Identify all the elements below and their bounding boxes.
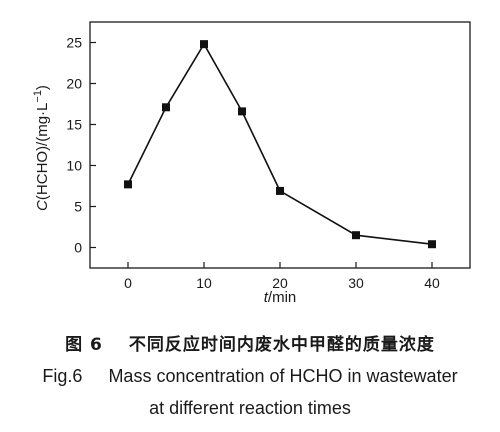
data-point [352, 231, 360, 240]
x-axis-ticks: 0 10 20 30 40 [124, 262, 440, 291]
y-tick-label: 0 [74, 240, 82, 256]
caption-english-line2: at different reaction times [149, 398, 351, 418]
y-tick-label: 10 [66, 158, 82, 174]
caption-english-number: Fig.6 [42, 366, 83, 386]
x-axis-label: t/min [264, 289, 297, 306]
series-line [127, 42, 433, 245]
caption-chinese-text: 不同反应时间内废水中甲醛的质量浓度 [128, 335, 435, 355]
x-tick-label: 40 [424, 275, 440, 291]
x-tick-label: 10 [196, 275, 212, 291]
data-point [276, 186, 284, 195]
caption-chinese: 图 6 不同反应时间内废水中甲醛的质量浓度 [0, 330, 500, 355]
caption-english-text: Mass concentration of HCHO in wastewater [108, 366, 458, 386]
y-tick-label: 20 [66, 76, 82, 92]
data-point [428, 240, 436, 249]
data-point [162, 103, 170, 112]
caption-english-line1: Fig.6 Mass concentration of HCHO in waste… [0, 366, 500, 387]
x-tick-label: 0 [124, 275, 132, 291]
x-tick-label: 30 [348, 275, 364, 291]
data-markers [124, 40, 436, 249]
x-tick-label: 20 [272, 275, 288, 291]
y-axis-label-superscript: −1 [32, 90, 44, 103]
y-tick-label: 15 [66, 117, 82, 133]
y-axis-ticks: 0 5 10 15 20 25 [66, 35, 96, 256]
data-point [238, 107, 246, 116]
y-tick-label: 5 [74, 199, 82, 215]
chart: 0 5 10 15 20 25 0 10 20 30 40 t/min C(HCHO)/(mg·L… [32, 21, 471, 306]
y-tick-label: 25 [66, 35, 82, 51]
y-axis-label: C(HCHO)/(mg·L−1) [32, 85, 51, 211]
data-point [200, 40, 208, 49]
data-point [124, 180, 132, 189]
caption-chinese-number: 图 6 [65, 335, 103, 355]
